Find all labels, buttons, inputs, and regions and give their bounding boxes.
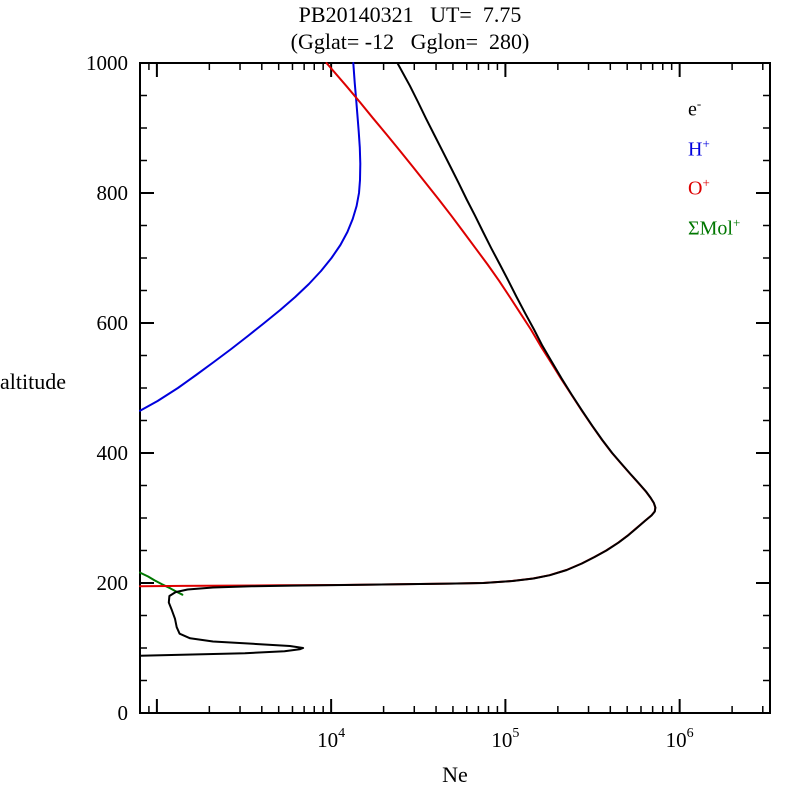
- series-line-o: [139, 62, 657, 588]
- legend-item-mol: ΣMol+: [688, 214, 741, 240]
- legend: e- H+ O+ ΣMol+: [688, 92, 740, 241]
- series-line-h: [139, 62, 362, 412]
- y-tick-label: 1000: [86, 51, 128, 75]
- legend-item-h: H+: [688, 135, 710, 161]
- y-tick-label: 0: [118, 701, 129, 725]
- y-tick-label: 600: [97, 311, 129, 335]
- x-axis-label: Ne: [442, 762, 468, 787]
- legend-item-o: O+: [688, 175, 710, 200]
- plot-frame: [139, 62, 771, 714]
- y-tick-label: 400: [97, 441, 129, 465]
- y-tick-label: 200: [97, 571, 129, 595]
- x-tick-label: 106: [666, 726, 694, 752]
- legend-item-e: e-: [688, 96, 702, 121]
- chart-subtitle: (Gglat= -12 Gglon= 280): [290, 29, 530, 54]
- chart-title: PB20140321 UT= 7.75: [298, 2, 522, 27]
- y-axis-label: altitude: [0, 369, 66, 394]
- x-tick-label: 105: [491, 726, 519, 752]
- series-line-e: [139, 62, 657, 657]
- y-tick-label: 800: [97, 181, 129, 205]
- x-tick-label: 104: [317, 726, 345, 752]
